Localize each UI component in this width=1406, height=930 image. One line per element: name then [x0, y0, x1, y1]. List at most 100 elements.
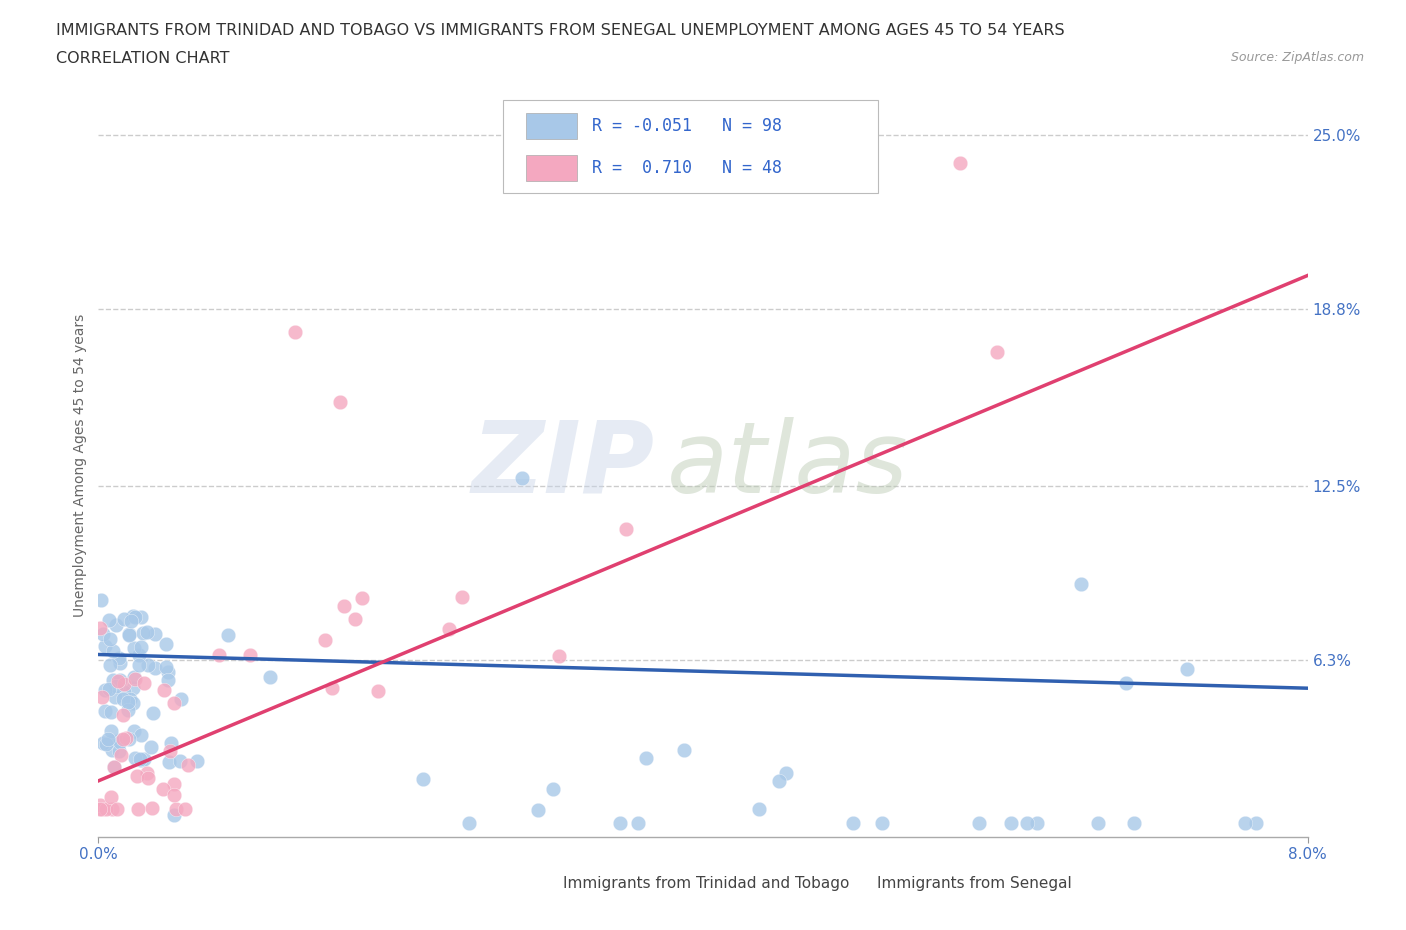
FancyBboxPatch shape	[526, 113, 578, 139]
Point	[103, 760, 125, 775]
Point	[96, 737, 118, 751]
Point	[1115, 675, 1137, 690]
Point	[157, 754, 180, 769]
Point	[104, 618, 127, 632]
Point	[132, 751, 155, 766]
Text: R =  0.710   N = 48: R = 0.710 N = 48	[592, 159, 782, 178]
Point	[124, 751, 146, 765]
Point	[100, 742, 122, 757]
Point	[131, 640, 153, 655]
Point	[609, 816, 631, 830]
Point	[110, 748, 132, 763]
Point	[163, 777, 186, 791]
Point	[112, 612, 135, 627]
Point	[91, 736, 114, 751]
Point	[120, 614, 142, 629]
Point	[636, 751, 658, 765]
Text: Immigrants from Senegal: Immigrants from Senegal	[877, 876, 1071, 891]
Point	[969, 816, 991, 830]
Point	[129, 610, 152, 625]
Point	[136, 771, 159, 786]
Point	[1070, 577, 1092, 591]
Point	[217, 627, 239, 642]
Point	[143, 660, 166, 675]
Point	[105, 802, 128, 817]
Point	[284, 325, 307, 339]
Point	[98, 612, 121, 627]
Text: IMMIGRANTS FROM TRINIDAD AND TOBAGO VS IMMIGRANTS FROM SENEGAL UNEMPLOYMENT AMON: IMMIGRANTS FROM TRINIDAD AND TOBAGO VS I…	[56, 23, 1064, 38]
Point	[108, 672, 131, 687]
Point	[208, 647, 231, 662]
Point	[163, 788, 186, 803]
Point	[136, 766, 159, 781]
Point	[412, 771, 434, 786]
Point	[108, 656, 131, 671]
Point	[108, 743, 131, 758]
Point	[1175, 661, 1198, 676]
Point	[186, 753, 208, 768]
Point	[118, 628, 141, 643]
Point	[1017, 816, 1039, 830]
Point	[132, 625, 155, 640]
Point	[159, 736, 181, 751]
Point	[163, 807, 186, 822]
Text: atlas: atlas	[666, 417, 908, 513]
Point	[163, 696, 186, 711]
Point	[122, 670, 145, 684]
Point	[122, 608, 145, 623]
Point	[451, 589, 474, 604]
Y-axis label: Unemployment Among Ages 45 to 54 years: Unemployment Among Ages 45 to 54 years	[73, 313, 87, 617]
Point	[343, 611, 366, 626]
Point	[439, 621, 461, 636]
Point	[153, 683, 176, 698]
Point	[117, 695, 139, 710]
Point	[90, 593, 112, 608]
Point	[124, 671, 146, 686]
Point	[114, 730, 136, 745]
Point	[627, 816, 650, 830]
Text: Immigrants from Trinidad and Tobago: Immigrants from Trinidad and Tobago	[562, 876, 849, 891]
Point	[122, 696, 145, 711]
Point	[128, 658, 150, 672]
Point	[775, 765, 797, 780]
Point	[614, 522, 637, 537]
Point	[152, 782, 174, 797]
Point	[1026, 816, 1049, 830]
Point	[93, 683, 115, 698]
Point	[90, 689, 112, 704]
Point	[103, 644, 125, 658]
Point	[101, 672, 124, 687]
Point	[112, 692, 135, 707]
Point	[458, 816, 481, 830]
Point	[986, 345, 1008, 360]
Point	[842, 816, 865, 830]
Point	[118, 731, 141, 746]
Point	[1000, 816, 1022, 830]
Point	[125, 768, 148, 783]
Point	[127, 802, 149, 817]
FancyBboxPatch shape	[503, 100, 879, 193]
Point	[110, 733, 132, 748]
Point	[97, 732, 120, 747]
Text: R = -0.051   N = 98: R = -0.051 N = 98	[592, 116, 782, 135]
FancyBboxPatch shape	[824, 874, 866, 893]
Point	[98, 682, 121, 697]
Point	[89, 620, 111, 635]
Point	[136, 658, 159, 672]
Point	[321, 681, 343, 696]
Point	[768, 774, 790, 789]
Text: Source: ZipAtlas.com: Source: ZipAtlas.com	[1230, 51, 1364, 64]
Point	[101, 734, 124, 749]
Point	[101, 802, 124, 817]
Point	[870, 816, 893, 830]
Point	[169, 753, 191, 768]
Point	[329, 394, 352, 409]
Point	[117, 627, 139, 642]
Point	[541, 781, 564, 796]
Point	[748, 802, 770, 817]
Point	[548, 648, 571, 663]
Point	[129, 751, 152, 766]
Point	[129, 753, 152, 768]
Point	[94, 703, 117, 718]
Point	[100, 723, 122, 737]
